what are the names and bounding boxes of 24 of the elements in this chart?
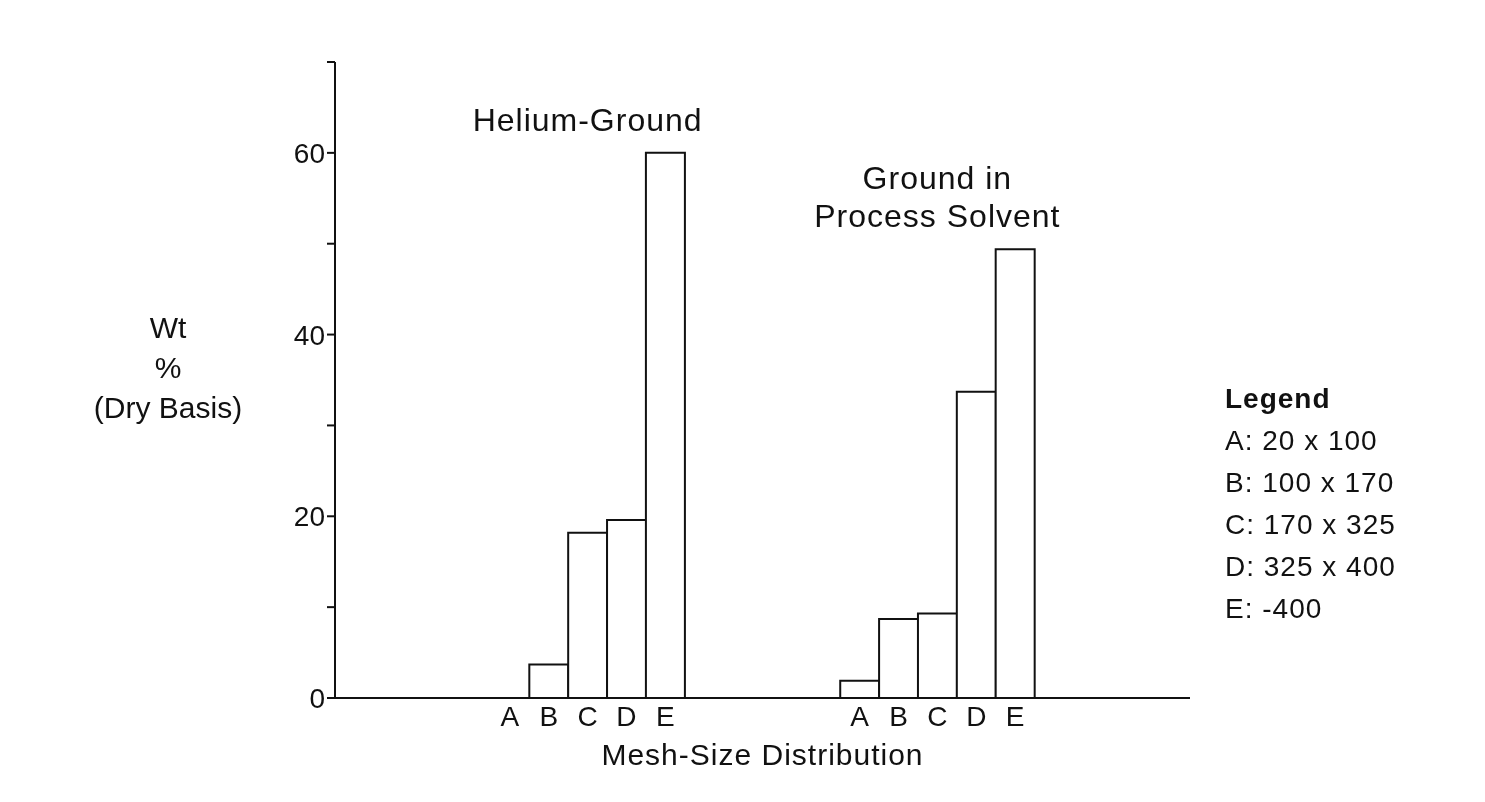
text: E: -400 (1225, 592, 1324, 626)
text: A: 20 x 100 (1225, 424, 1379, 458)
x-tick-label: A (850, 700, 870, 732)
text: C: 170 x 325 (1225, 508, 1396, 542)
x-axis-title: Mesh-Size Distribution (600, 738, 925, 772)
x-tick-label: D (616, 700, 637, 732)
series-label: Ground in Process Solvent (813, 159, 1062, 236)
series-label: Helium-Ground (471, 100, 704, 139)
y-tick-label: 40 (293, 319, 325, 351)
x-tick-label: C (577, 700, 598, 732)
x-tick-label: E (656, 700, 675, 732)
x-tick-label: B (889, 700, 908, 732)
text: Legend (1225, 382, 1332, 416)
x-tick-label: B (539, 700, 559, 732)
x-tick-label: E (1005, 700, 1025, 732)
y-axis-title: Wt % (Dry Basis) (92, 310, 244, 426)
x-tick-label: D (966, 700, 987, 732)
x-tick-label: C (927, 700, 948, 732)
text: B: 100 x 170 (1225, 466, 1396, 500)
x-tick-label: A (500, 700, 520, 732)
text: D: 325 x 400 (1225, 550, 1396, 584)
y-tick-label: 20 (293, 501, 325, 533)
y-tick-label: 60 (293, 137, 325, 169)
y-tick-label: 0 (309, 682, 325, 714)
